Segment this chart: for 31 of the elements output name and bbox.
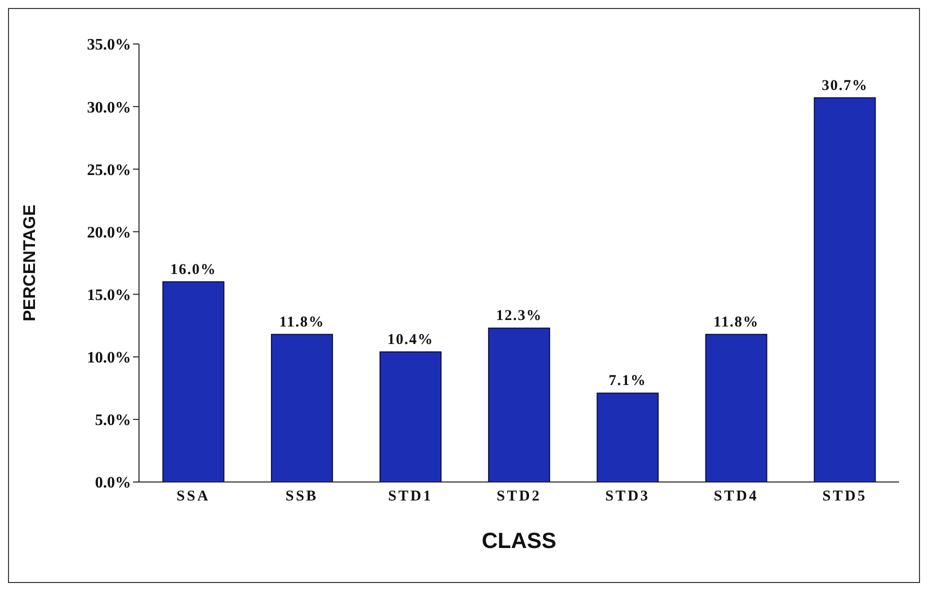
data-label: 12.3% (496, 308, 542, 324)
data-label: 11.8% (714, 314, 759, 330)
y-tick-label: 10.0% (87, 350, 131, 367)
bar (380, 351, 442, 482)
y-tick-label: 35.0% (87, 36, 131, 54)
bar (488, 328, 550, 482)
y-tick-label: 30.0% (87, 99, 131, 116)
bar (270, 334, 333, 482)
x-axis-title: CLASS (482, 528, 556, 553)
y-tick-label: 20.0% (87, 224, 131, 242)
x-tick-label: STD3 (605, 488, 650, 505)
data-label: 10.4% (387, 332, 434, 348)
bar (162, 281, 224, 482)
bar (705, 334, 768, 482)
x-tick-label: STD5 (822, 488, 868, 505)
x-tick-label: STD4 (714, 488, 758, 505)
y-tick-label: 5.0% (95, 412, 131, 430)
x-tick-label: STD2 (496, 488, 542, 505)
data-label: 7.1% (608, 373, 647, 390)
x-tick-label: STD1 (388, 488, 433, 505)
data-label: 11.8% (279, 314, 325, 330)
bar (814, 97, 876, 482)
data-label: 16.0% (170, 262, 217, 278)
bar (596, 392, 659, 482)
x-tick-label: SSB (286, 488, 318, 505)
y-tick-label: 0.0% (95, 474, 131, 492)
data-label: 30.7% (822, 78, 868, 94)
x-tick-label: SSA (176, 488, 210, 505)
y-tick-label: 15.0% (87, 286, 131, 304)
y-axis-title: PERCENTAGE (20, 204, 40, 322)
y-tick-label: 25.0% (87, 162, 131, 179)
